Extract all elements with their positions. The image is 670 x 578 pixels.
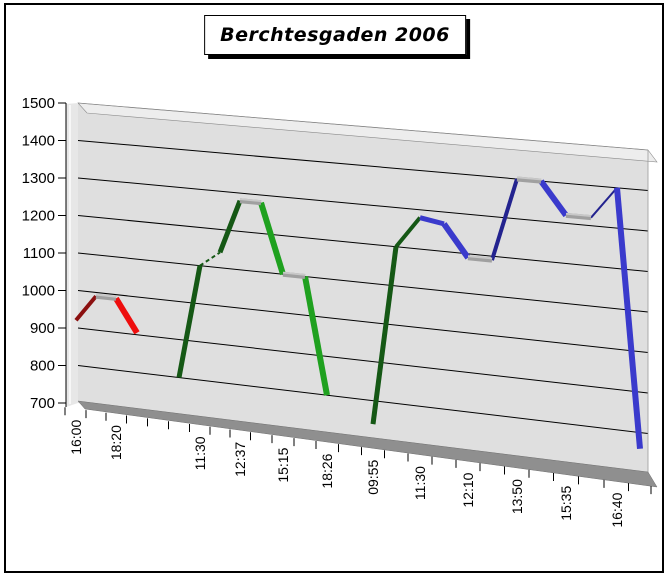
x-axis-label: 12:37	[232, 442, 248, 477]
x-axis-label: 11:30	[192, 436, 208, 470]
ribbon-dark-green	[217, 199, 243, 254]
ribbon-flat-highlight-green	[282, 271, 306, 276]
gridline	[77, 177, 649, 232]
ribbon-flat-highlight-red	[95, 293, 117, 298]
ribbon-dark-blue	[490, 178, 519, 261]
x-axis-label: 09:55	[365, 460, 381, 495]
ribbon-flat-blue	[467, 255, 493, 263]
ribbon-flat-blue	[565, 212, 592, 221]
y-axis-label: 800	[30, 358, 55, 375]
gridline	[77, 252, 649, 313]
ribbon-light-blue	[441, 222, 471, 260]
y-axis-label: 1500	[22, 95, 55, 112]
ribbon-light-blue	[538, 179, 569, 218]
ribbon-dark-green	[370, 246, 399, 425]
x-axis-label: 16:00	[68, 420, 84, 455]
chart-floor	[77, 400, 658, 488]
wall-top-edge	[77, 102, 649, 151]
y-axis-label: 1100	[23, 245, 55, 262]
y-axis-label: 900	[30, 320, 55, 337]
gridline	[77, 290, 649, 353]
x-axis-label: 18:26	[319, 453, 335, 488]
gridline	[77, 365, 649, 434]
ribbon-dark-red	[74, 294, 98, 322]
ribbon-light-green	[302, 275, 330, 396]
x-axis-label: 18:20	[108, 425, 124, 460]
ribbon-flat-green	[239, 198, 262, 206]
y-axis-label: 1200	[22, 208, 55, 225]
gridline	[77, 140, 649, 191]
y-axis-label: 1000	[22, 283, 55, 300]
x-axis-label: 13:50	[509, 479, 525, 514]
y-axis-label: 1300	[22, 170, 55, 187]
ribbon-light-blue	[419, 215, 445, 227]
y-axis-label: 700	[30, 395, 55, 412]
gridline	[77, 215, 649, 272]
ribbon-light-red	[113, 296, 140, 335]
ribbon-flat-highlight-blue	[516, 176, 542, 181]
ribbon-flat-highlight-green	[239, 198, 262, 203]
ribbon-flat-highlight-blue	[467, 255, 493, 260]
chart-title-box[interactable]: Berchtesgaden 2006	[204, 15, 466, 55]
ribbon-flat-red	[95, 293, 117, 301]
chart-back-wall	[78, 103, 648, 474]
ribbon-dark-green	[199, 251, 221, 267]
x-axis-label: 15:35	[558, 486, 574, 521]
x-axis-label: 11:30	[412, 466, 428, 500]
ribbon-flat-highlight-blue	[565, 212, 592, 217]
ribbon-dark-green	[394, 216, 422, 249]
x-axis-label: 16:40	[609, 492, 625, 527]
y-axis-label: 1400	[22, 133, 55, 150]
chart-title: Berchtesgaden 2006	[220, 24, 450, 46]
ribbon-flat-blue	[516, 176, 542, 184]
x-axis-label: 15:15	[275, 447, 291, 482]
ribbon-light-green	[258, 201, 286, 276]
ribbon-dark-green	[176, 265, 203, 379]
ribbon-light-blue	[614, 187, 643, 449]
ribbon-flat-green	[282, 271, 306, 279]
ribbon-dark-blue	[590, 187, 618, 219]
x-axis-label: 12:10	[460, 472, 476, 507]
chart-side-wall	[66, 103, 78, 407]
gridline	[77, 327, 649, 394]
